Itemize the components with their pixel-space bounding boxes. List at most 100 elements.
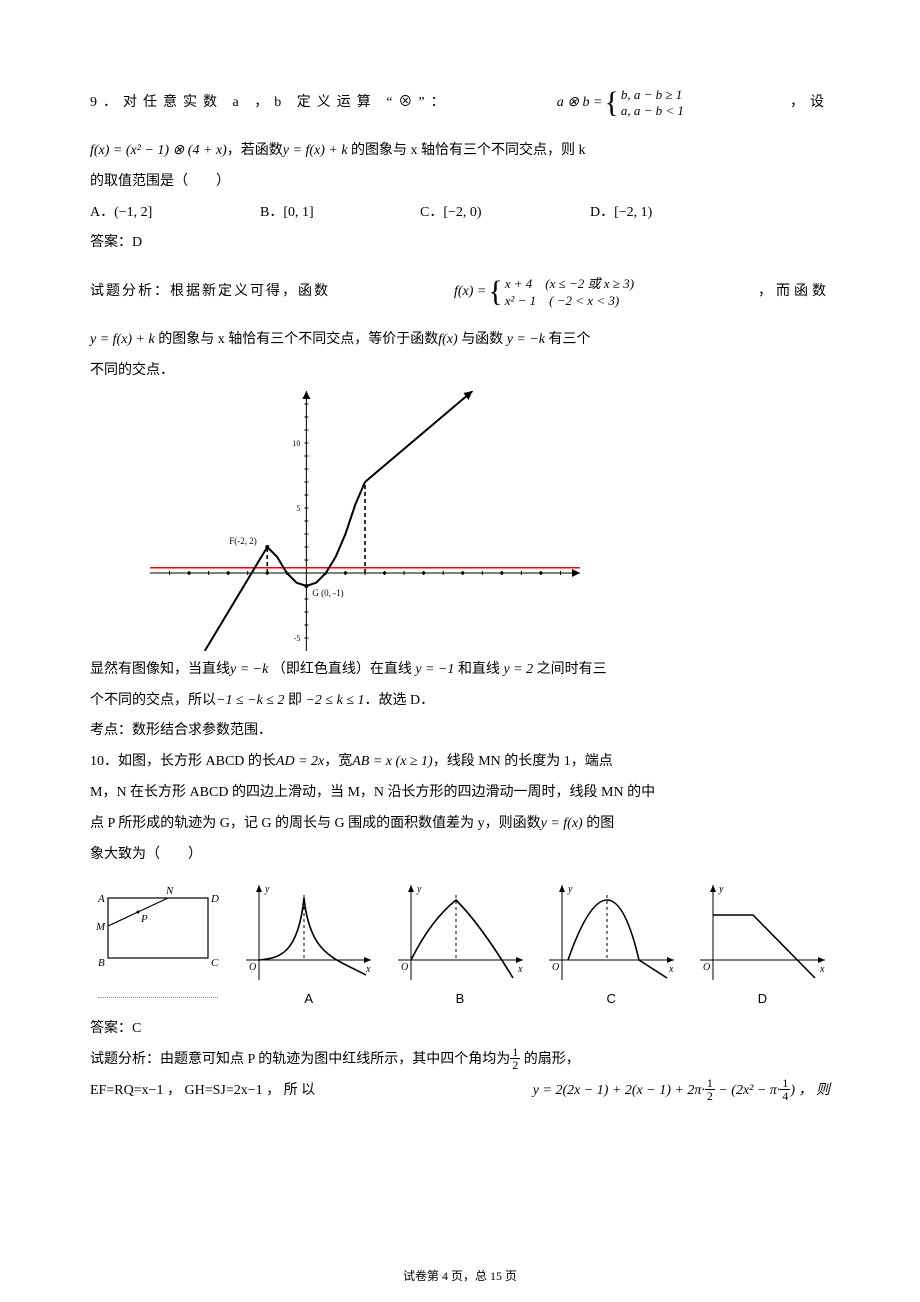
q9-conc1: 显然有图像知，当直线y = −k （即红色直线）在直线 y = −1 和直线 y… <box>90 655 830 686</box>
svg-text:O: O <box>401 962 408 973</box>
q9-c2e: ．故选 D． <box>365 693 435 708</box>
q9-choice-a: A．(−1, 2] <box>90 198 260 229</box>
opt-D-label: D <box>695 991 830 1006</box>
q10-an2: EF=RQ=x−1 ， GH=SJ=2x−1 ， 所 以 y = 2(2x − … <box>90 1076 830 1107</box>
q9-an-tail: ，而函数 <box>758 277 830 308</box>
q9-c1g: 之间时有三 <box>533 662 607 677</box>
svg-text:x: x <box>365 964 371 975</box>
q9-c2d: −2 ≤ k ≤ 1 <box>305 693 364 708</box>
q9-analysis3: 不同的交点． <box>90 356 830 387</box>
opt-C-cell: Oxy C <box>544 880 679 1006</box>
svg-text:y: y <box>416 884 422 895</box>
q10-line2: M，N 在长方形 ABCD 的四边上滑动，当 M，N 沿长方形的四边滑动一周时，… <box>90 778 830 809</box>
q9-number: 9 <box>90 95 103 110</box>
q9-chart: -5 5 10 F(-2, 2) G (0, -1) <box>150 391 830 651</box>
q9-line2: f(x) = (x² − 1) ⊗ (4 + x)，若函数y = f(x) + … <box>90 136 830 167</box>
q9-l2c: y = f(x) + k <box>283 143 348 158</box>
q10-an2e: ) ， 则 <box>790 1083 830 1098</box>
q9-tail: ，设 <box>790 88 830 119</box>
q10-an2a: EF=RQ=x−1 ， GH=SJ=2x−1 ， 所 以 <box>90 1076 315 1107</box>
svg-text:y: y <box>718 884 724 895</box>
svg-text:x: x <box>819 964 825 975</box>
opt-A-label: A <box>241 991 376 1006</box>
svg-text:y: y <box>567 884 573 895</box>
svg-text:B: B <box>98 957 105 969</box>
q9-line3: 的取值范围是（ ） <box>90 167 830 198</box>
svg-text:-5: -5 <box>294 634 301 643</box>
q9-optop: b, a − b ≥ 1 <box>621 87 684 103</box>
svg-text:O: O <box>703 962 710 973</box>
q9-pw-bot: x² − 1 ( −2 < x < 3) <box>505 292 634 310</box>
q9-answer: 答案：D <box>90 228 830 259</box>
q9-fx: f(x) = (x² − 1) ⊗ (4 + x) <box>90 143 227 158</box>
q10-num: 10 <box>90 754 104 769</box>
q9-l2d: 的图象与 x 轴恰有三个不同交点，则 k <box>348 143 586 158</box>
svg-text:5: 5 <box>296 504 300 513</box>
q10-an2m: − (2x² − π· <box>715 1083 780 1098</box>
svg-text:O: O <box>249 962 256 973</box>
q10-s1b: AD = 2x <box>276 754 324 769</box>
q9-eq1t: 的图象与 x 轴恰有三个不同交点，等价于函数 <box>155 332 439 347</box>
svg-text:D: D <box>210 893 219 905</box>
q10-f1n: 1 <box>510 1046 520 1060</box>
q9-c1d: y = −1 <box>415 662 454 677</box>
q10-an2f2n: 1 <box>780 1077 790 1091</box>
svg-text:C: C <box>211 957 219 969</box>
opt-D-cell: Ox y D <box>695 880 830 1006</box>
q10-s1d: AB = x (x ≥ 1) <box>352 754 433 769</box>
q9-choice-d: D．[−2, 1) <box>590 198 652 229</box>
page-footer: 试卷第 4 页，总 15 页 <box>0 1267 920 1284</box>
q10-s1c: ，宽 <box>324 754 352 769</box>
q9-eq3: y = −k <box>507 332 545 347</box>
svg-text:N: N <box>165 885 174 897</box>
q10-s3a: 点 P 所形成的轨迹为 G，记 G 的周长与 G 围成的面积数值差为 y，则函数 <box>90 816 541 831</box>
q10-charts-row: A D B C M N P Ox y A Oxy B Oxy C Ox y D <box>90 880 830 1006</box>
q9-eq1: y = f(x) + k <box>90 332 155 347</box>
svg-text:P: P <box>140 913 148 925</box>
svg-text:y: y <box>264 884 270 895</box>
q9-analysis1: 试题分析：根据新定义可得，函数 f(x) = { x + 4 (x ≤ −2 或… <box>90 259 830 325</box>
q9-l2b: ，若函数 <box>227 143 283 158</box>
q10-s1a: ．如图，长方形 ABCD 的长 <box>104 754 276 769</box>
svg-text:10: 10 <box>292 439 300 448</box>
q9-c1e: 和直线 <box>454 662 503 677</box>
q9-analysis2: y = f(x) + k 的图象与 x 轴恰有三个不同交点，等价于函数f(x) … <box>90 325 830 356</box>
q9-choice-b: B．[0, 1] <box>260 198 420 229</box>
q9-c2c: 即 <box>284 693 305 708</box>
svg-text:M: M <box>95 921 106 933</box>
svg-text:G (0, -1): G (0, -1) <box>312 588 343 598</box>
q10-an2f1n: 1 <box>705 1077 715 1091</box>
q9-conc2: 个不同的交点，所以−1 ≤ −k ≤ 2 即 −2 ≤ k ≤ 1．故选 D． <box>90 686 830 717</box>
q10-line4: 象大致为（ ） <box>90 840 830 871</box>
q9-pw-left: f(x) = <box>454 277 486 308</box>
footer-b: 页，总 <box>448 1269 490 1283</box>
q10-line3: 点 P 所形成的轨迹为 G，记 G 的周长与 G 围成的面积数值差为 y，则函数… <box>90 809 830 840</box>
q9-c1c: （即红色直线）在直线 <box>268 662 415 677</box>
svg-text:F(-2, 2): F(-2, 2) <box>229 536 257 546</box>
q10-an2eq: y = 2(2x − 1) + 2(x − 1) + 2π· <box>533 1083 705 1098</box>
q9-opbot: a, a − b < 1 <box>621 103 684 119</box>
q10-s1e: ，线段 MN 的长度为 1，端点 <box>433 754 613 769</box>
q9-lead: ．对任意实数 a ，b 定义运算 “⊗”： <box>103 95 451 110</box>
q9-line1: 9．对任意实数 a ，b 定义运算 “⊗”： a ⊗ b = { b, a − … <box>90 70 830 136</box>
rect-diagram-cell: A D B C M N P <box>90 880 225 998</box>
q10-an1c: 的扇形， <box>520 1052 580 1067</box>
q9-c1f: y = 2 <box>503 662 533 677</box>
opt-B-cell: Oxy B <box>393 880 528 1006</box>
opt-C-label: C <box>544 991 679 1006</box>
q10-s3c: 的图 <box>583 816 615 831</box>
q10-an1: 试题分析：由题意可知点 P 的轨迹为图中红线所示，其中四个角均为12 的扇形， <box>90 1045 830 1076</box>
q10-s3b: y = f(x) <box>541 816 583 831</box>
q9-an-lead: 试题分析：根据新定义可得，函数 <box>90 277 330 308</box>
footer-a: 试卷第 <box>403 1269 442 1283</box>
q10-an2f1d: 2 <box>705 1090 715 1103</box>
q10-an1a: 试题分析：由题意可知点 P 的轨迹为图中红线所示，其中四个角均为 <box>90 1052 510 1067</box>
footer-total: 15 <box>490 1269 502 1283</box>
svg-text:A: A <box>97 893 105 905</box>
q10-line1: 10．如图，长方形 ABCD 的长AD = 2x，宽AB = x (x ≥ 1)… <box>90 747 830 778</box>
q9-c2a: 个不同的交点，所以 <box>90 693 216 708</box>
q10-f1d: 2 <box>510 1059 520 1072</box>
q10-an2f2d: 4 <box>780 1090 790 1103</box>
q9-pw-top: x + 4 (x ≤ −2 或 x ≥ 3) <box>505 275 634 293</box>
q9-opdef: a ⊗ b = { b, a − b ≥ 1 a, a − b < 1 <box>557 70 684 136</box>
